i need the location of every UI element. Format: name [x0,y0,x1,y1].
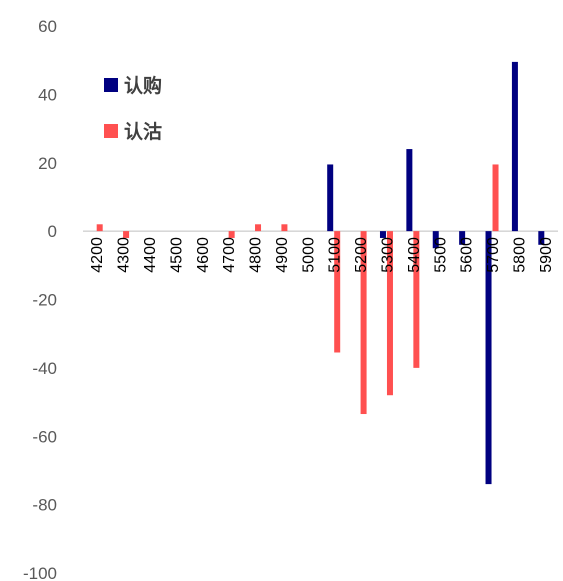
put-bar-5400 [413,231,420,368]
put-bar-4200 [96,224,103,232]
x-tick-label: 4600 [195,237,212,273]
y-tick-label: -20 [32,291,57,310]
call-bar-5300 [379,231,386,238]
x-tick-label: 5600 [459,237,476,273]
x-tick-label: 5100 [327,237,344,273]
y-axis-tick-labels: 60 40 20 0 -20 -40 -60 -80 -100 [23,17,57,581]
put-bar-4700 [228,231,235,238]
put-bar-5300 [386,231,393,396]
put-bar-4800 [255,224,262,232]
put-legend-swatch [104,124,118,138]
x-tick-label: 4800 [248,237,265,273]
x-tick-label: 5300 [379,237,396,273]
y-tick-label: -40 [32,359,57,378]
call-bar-5700 [485,231,492,485]
call-bar-5900 [538,231,545,245]
call-legend-label: 认购 [124,74,162,97]
call-bar-5600 [459,231,466,245]
bars [96,61,545,485]
x-tick-label: 5400 [406,237,423,273]
y-tick-label: 60 [38,17,57,36]
y-tick-label: 20 [38,154,57,173]
x-tick-label: 5800 [511,237,528,273]
put-legend-label: 认沽 [124,120,162,143]
call-bar-5100 [327,164,334,232]
y-tick-label: -100 [23,564,57,581]
x-tick-label: 5500 [432,237,449,273]
x-tick-label: 5900 [538,237,555,273]
x-tick-label: 4200 [89,237,106,273]
x-tick-label: 4700 [221,237,238,273]
call-bar-5500 [432,231,439,249]
x-tick-label: 5700 [485,237,502,273]
x-tick-label: 4900 [274,237,291,273]
x-tick-label: 5200 [353,237,370,273]
x-tick-label: 4500 [168,237,185,273]
call-legend-swatch [104,78,118,92]
y-tick-label: 0 [48,222,57,241]
put-bar-4900 [281,224,288,232]
put-bar-4300 [123,231,130,238]
y-tick-label: -60 [32,427,57,446]
x-tick-label: 4300 [116,237,133,273]
x-tick-label: 4400 [142,237,159,273]
x-axis-tick-labels: 4200 4300 4400 4500 4600 4700 4800 4900 5000 5100… [89,237,555,273]
y-tick-label: -80 [32,496,57,515]
put-bar-5100 [334,231,341,353]
call-bar-5400 [406,149,413,232]
put-bar-5200 [360,231,367,415]
call-bar-5800 [511,61,518,232]
y-tick-label: 40 [38,85,57,104]
x-tick-label: 5000 [300,237,317,273]
put-bar-5700 [492,164,499,232]
